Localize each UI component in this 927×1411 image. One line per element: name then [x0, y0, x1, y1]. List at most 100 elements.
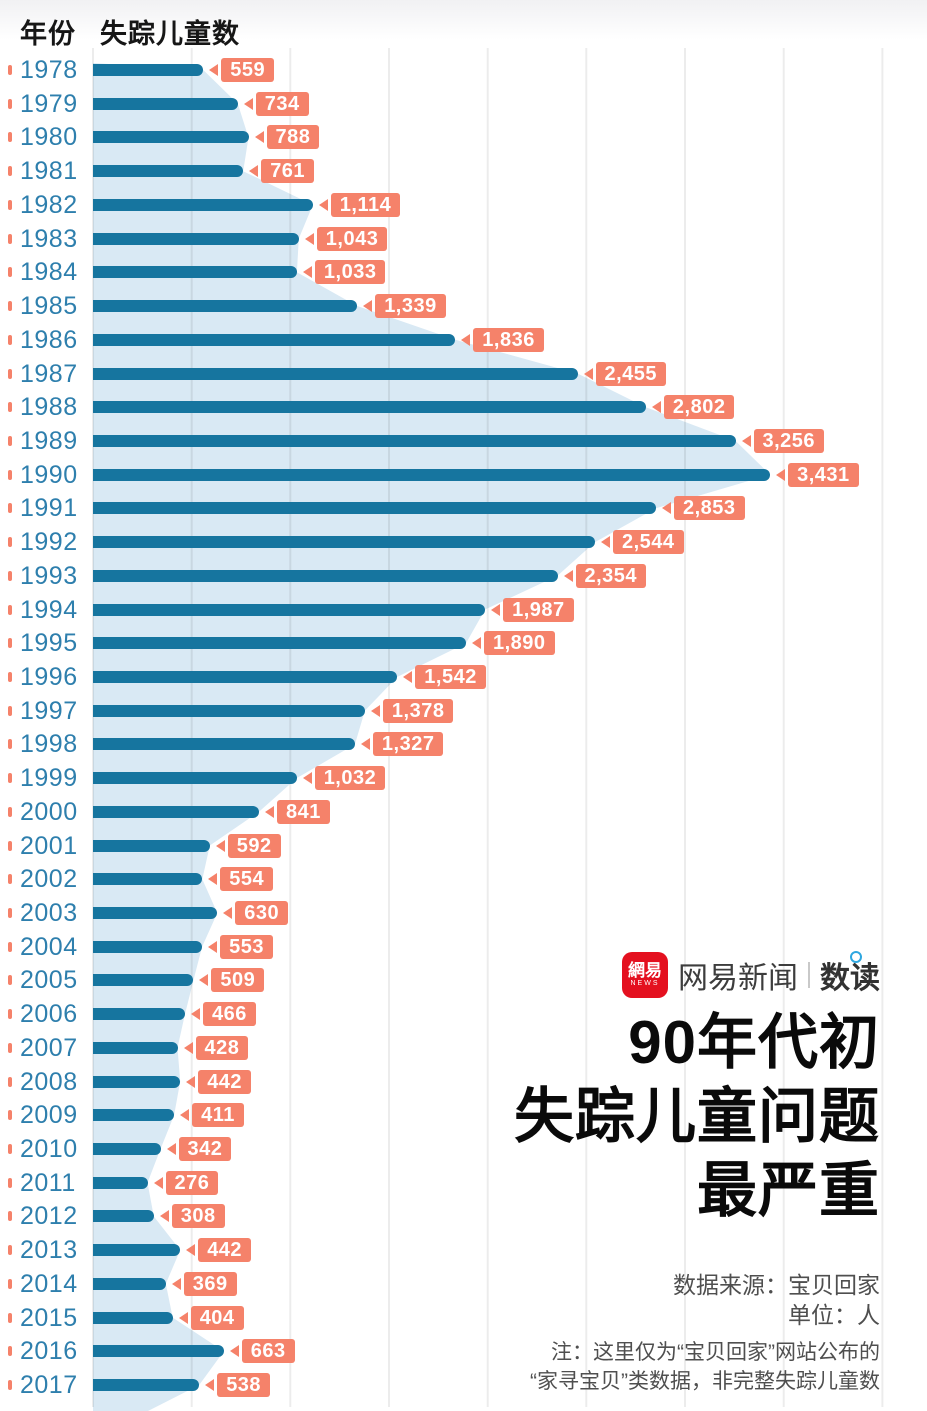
value-flag-2010: 342	[166, 1137, 232, 1161]
value-flag-text: 466	[203, 1002, 256, 1027]
footnote-line-1: 注：这里仅为“宝贝回家”网站公布的	[551, 1341, 880, 1364]
value-flag-1992: 2,544	[601, 530, 684, 555]
value-flag-text: 369	[183, 1271, 237, 1296]
value-flag-text: 554	[220, 867, 274, 892]
year-tick-marker	[8, 671, 12, 682]
value-flag-text: 1,327	[372, 732, 444, 757]
year-tick-marker	[8, 503, 12, 514]
value-flag-1998: 1,327	[360, 732, 444, 757]
year-label-1989: 1989	[20, 426, 78, 455]
value-flag-arrow-icon	[153, 1176, 163, 1189]
value-flag-text: 3,431	[788, 462, 859, 487]
value-flag-2013: 442	[186, 1238, 252, 1263]
year-label-1987: 1987	[20, 359, 78, 388]
value-flag-arrow-icon	[208, 873, 218, 886]
year-label-2005: 2005	[20, 966, 78, 995]
value-flag-1983: 1,043	[304, 226, 388, 251]
bar-1990	[93, 468, 771, 481]
bar-2002	[93, 873, 203, 886]
bar-1995	[93, 637, 466, 650]
bar-2007	[93, 1041, 178, 1054]
value-flag-text: 734	[255, 91, 309, 116]
value-flag-2007: 428	[183, 1035, 249, 1060]
value-flag-arrow-icon	[360, 738, 370, 751]
value-flag-arrow-icon	[205, 1379, 215, 1391]
value-flag-text: 2,544	[613, 530, 684, 555]
value-flag-arrow-icon	[186, 1075, 196, 1088]
netease-logo-news: NEWS	[630, 980, 660, 987]
year-label-1995: 1995	[20, 629, 78, 658]
value-flag-text: 342	[178, 1137, 232, 1161]
value-flag-1996: 1,542	[403, 664, 486, 689]
bar-2005	[93, 974, 194, 987]
value-flag-arrow-icon	[180, 1109, 190, 1122]
value-flag-text: 1,890	[484, 631, 555, 656]
bar-1997	[93, 704, 365, 717]
year-label-2011: 2011	[20, 1168, 76, 1197]
value-flag-arrow-icon	[304, 232, 314, 245]
value-flag-text: 1,339	[375, 294, 446, 318]
value-flag-arrow-icon	[208, 940, 218, 953]
value-flag-arrow-icon	[403, 670, 413, 683]
value-flag-arrow-icon	[302, 772, 312, 785]
value-flag-2014: 369	[171, 1271, 237, 1296]
year-tick-marker	[8, 199, 12, 210]
value-flag-1995: 1,890	[472, 631, 555, 656]
value-flag-text: 509	[211, 968, 265, 993]
bar-2009	[93, 1109, 175, 1122]
value-flag-arrow-icon	[183, 1041, 193, 1054]
value-flag-arrow-icon	[741, 434, 751, 447]
value-flag-1988: 2,802	[651, 395, 735, 420]
value-flag-arrow-icon	[254, 131, 264, 144]
value-flag-text: 442	[198, 1238, 252, 1263]
value-flag-1979: 734	[243, 91, 309, 116]
value-flag-2000: 841	[265, 799, 330, 824]
year-label-1978: 1978	[20, 56, 78, 84]
year-label-1994: 1994	[20, 595, 78, 624]
year-tick-marker	[8, 402, 12, 413]
value-flag-text: 2,354	[575, 563, 647, 588]
year-tick-marker	[8, 570, 12, 581]
value-flag-arrow-icon	[166, 1143, 176, 1155]
year-label-1979: 1979	[20, 89, 78, 118]
title-line-2: 失踪儿童问题	[514, 1083, 880, 1150]
value-flag-arrow-icon	[178, 1311, 188, 1324]
value-flag-arrow-icon	[363, 300, 373, 312]
year-tick-marker	[8, 975, 12, 986]
year-tick-marker	[8, 1211, 12, 1222]
bar-1985	[93, 300, 358, 312]
year-label-2015: 2015	[20, 1303, 78, 1332]
value-flag-arrow-icon	[318, 198, 328, 211]
value-flag-arrow-icon	[223, 907, 233, 919]
year-label-1983: 1983	[20, 224, 78, 253]
netease-logo-cn: 網易	[628, 961, 662, 980]
bar-2004	[93, 940, 203, 953]
year-tick-marker	[8, 132, 12, 143]
year-tick-marker	[8, 65, 12, 75]
bar-2013	[93, 1244, 181, 1257]
value-flag-1982: 1,114	[318, 192, 401, 217]
data-unit: 单位：人	[788, 1302, 880, 1328]
bar-1992	[93, 536, 595, 549]
value-flag-text: 3,256	[753, 428, 825, 453]
year-tick-marker	[8, 166, 12, 177]
value-flag-2017: 538	[205, 1373, 271, 1397]
year-tick-marker	[8, 435, 12, 446]
value-flag-1999: 1,032	[302, 766, 386, 791]
year-tick-marker	[8, 806, 12, 817]
year-tick-marker	[8, 1144, 12, 1154]
year-tick-marker	[8, 874, 12, 885]
value-flag-2009: 411	[180, 1103, 244, 1128]
year-tick-marker	[8, 267, 12, 278]
value-flag-text: 553	[220, 934, 273, 959]
value-flag-1985: 1,339	[363, 294, 446, 318]
year-label-1981: 1981	[20, 157, 78, 186]
value-flag-2011: 276	[153, 1170, 219, 1195]
year-tick-marker	[8, 98, 12, 109]
year-label-2004: 2004	[20, 932, 78, 961]
bar-2015	[93, 1311, 173, 1324]
year-label-1985: 1985	[20, 292, 78, 320]
footnote: 注：这里仅为“宝贝回家”网站公布的 “家寻宝贝”类数据，非完整失踪儿童数	[400, 1338, 880, 1396]
year-label-1980: 1980	[20, 123, 78, 152]
value-flag-text: 442	[198, 1069, 252, 1094]
